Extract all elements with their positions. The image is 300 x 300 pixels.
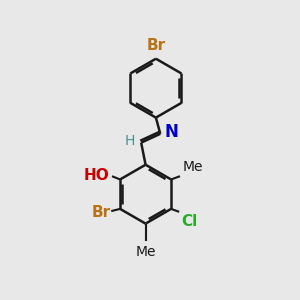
Text: HO: HO	[84, 168, 110, 183]
Text: N: N	[165, 123, 178, 141]
Text: Cl: Cl	[182, 214, 198, 229]
Text: H: H	[124, 134, 135, 148]
Text: Br: Br	[91, 205, 110, 220]
Text: Br: Br	[146, 38, 166, 53]
Text: Me: Me	[135, 245, 156, 259]
Text: Me: Me	[182, 160, 203, 174]
